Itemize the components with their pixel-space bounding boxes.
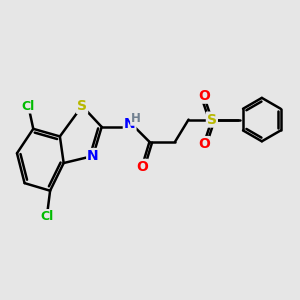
Text: O: O — [198, 137, 210, 151]
Text: H: H — [131, 112, 140, 125]
Text: N: N — [87, 149, 99, 163]
Text: O: O — [198, 89, 210, 103]
Text: Cl: Cl — [22, 100, 35, 112]
Text: N: N — [124, 117, 136, 131]
Text: S: S — [207, 112, 217, 127]
Text: O: O — [136, 160, 148, 174]
Text: S: S — [77, 99, 87, 113]
Text: Cl: Cl — [40, 210, 53, 223]
